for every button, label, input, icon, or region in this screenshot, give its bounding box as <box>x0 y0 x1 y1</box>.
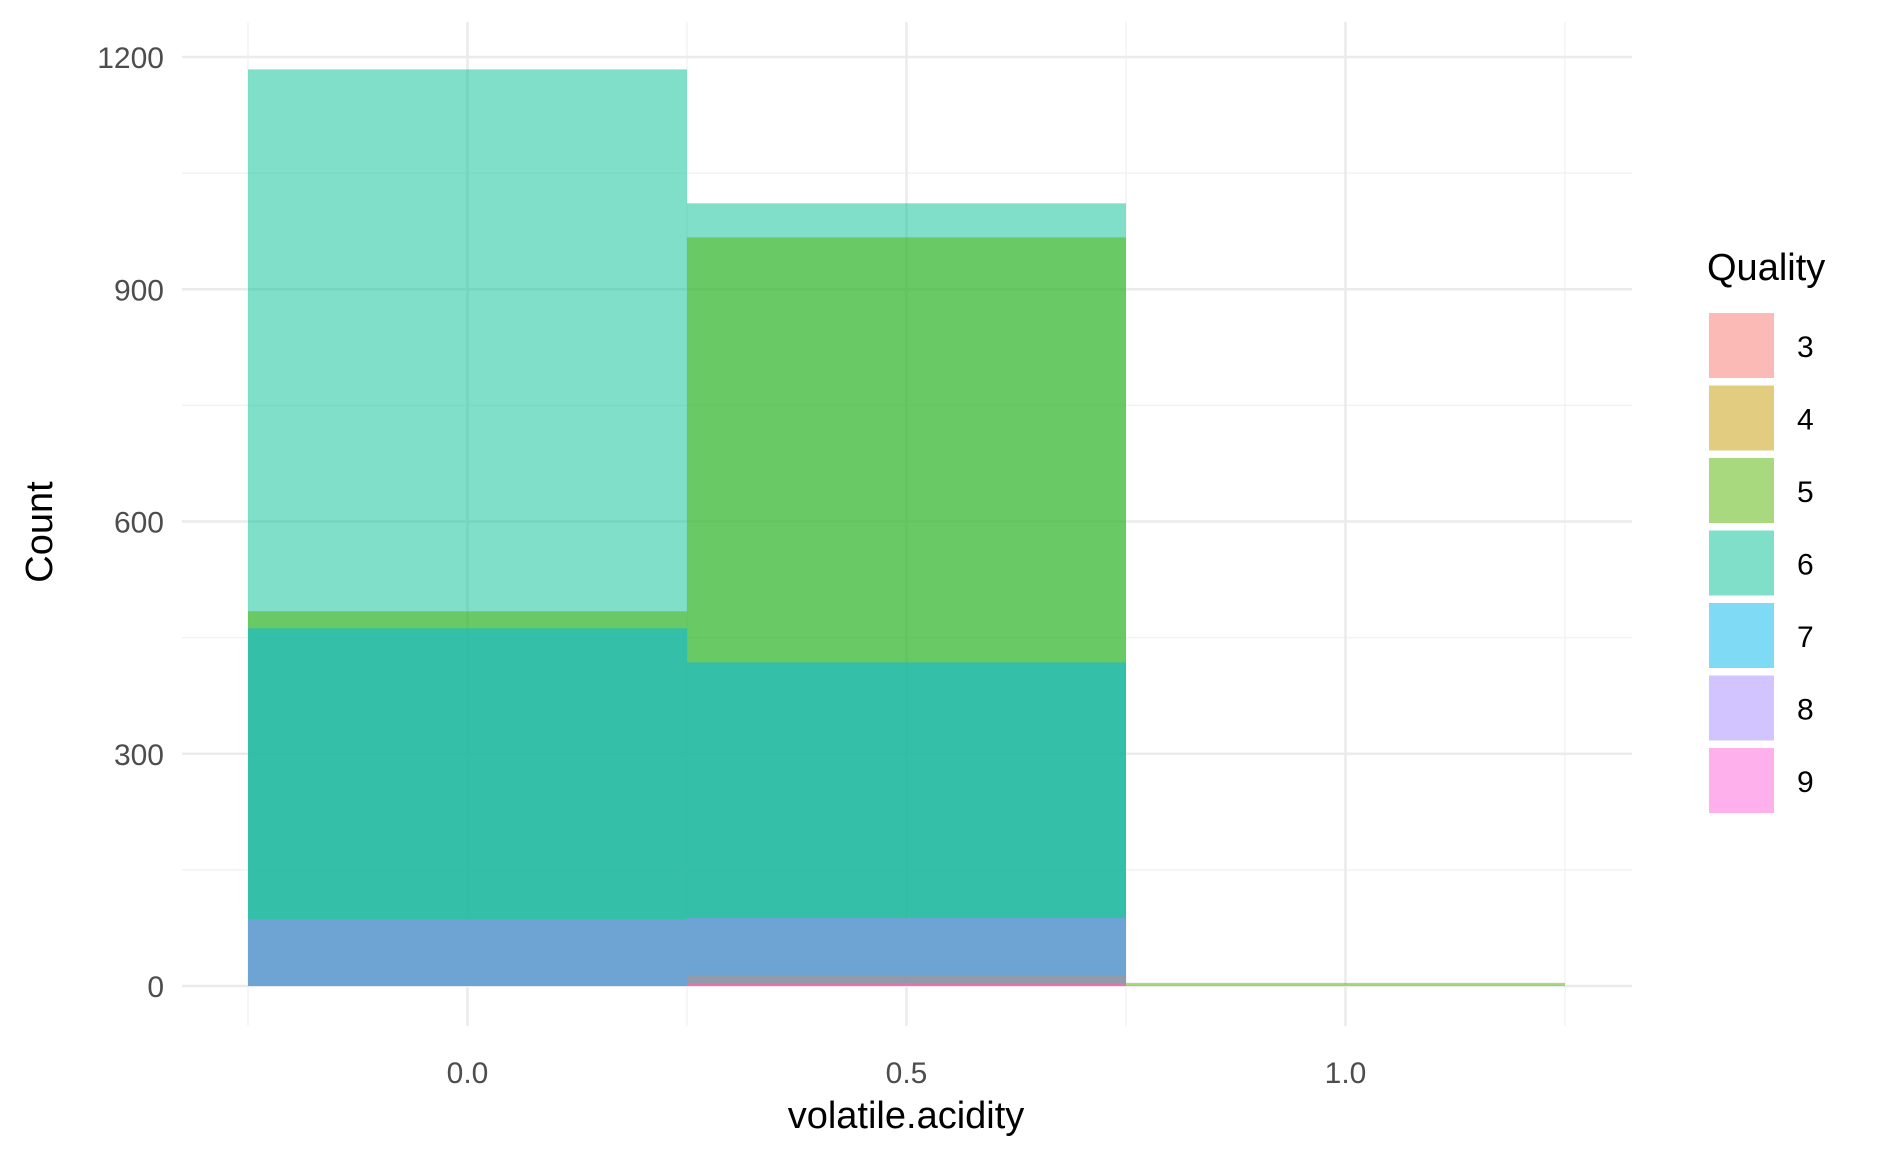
legend-swatch-9 <box>1709 748 1774 813</box>
x-axis-title: volatile.acidity <box>788 1095 1025 1137</box>
legend-items: 3 4 5 6 7 8 9 <box>1708 312 1814 814</box>
legend-label-9: 9 <box>1797 766 1814 799</box>
legend-label-7: 7 <box>1797 621 1814 654</box>
bar-quality-9-bin-0.5 <box>687 983 1126 986</box>
x-tick-label: 1.0 <box>1325 1057 1367 1090</box>
y-tick-label: 0 <box>147 971 164 1004</box>
legend-title: Quality <box>1707 247 1825 289</box>
y-axis-tick-labels: 0 300 600 900 1200 <box>97 42 164 1004</box>
legend-label-5: 5 <box>1797 476 1814 509</box>
legend-label-3: 3 <box>1797 331 1814 364</box>
histogram-bars <box>248 69 1565 987</box>
legend-label-4: 4 <box>1797 404 1814 437</box>
y-tick-label: 300 <box>114 739 164 772</box>
y-tick-label: 900 <box>114 274 164 307</box>
legend-label-6: 6 <box>1797 549 1814 582</box>
bar-quality-8-bin-0.5 <box>687 917 1126 986</box>
legend-swatch-4 <box>1709 385 1774 451</box>
legend-swatch-7 <box>1709 603 1774 668</box>
y-axis-title: Count <box>19 481 61 583</box>
y-tick-label: 1200 <box>97 42 164 75</box>
x-tick-label: 0.5 <box>886 1057 928 1090</box>
x-axis-tick-labels: 0.0 0.5 1.0 <box>447 1057 1367 1090</box>
bar-quality-5-bin-1.0 <box>1126 982 1565 986</box>
legend-swatch-8 <box>1709 675 1774 741</box>
legend-swatch-3 <box>1709 313 1774 378</box>
y-tick-label: 600 <box>114 507 164 540</box>
legend-swatch-6 <box>1709 530 1774 596</box>
legend-label-8: 8 <box>1797 694 1814 727</box>
x-tick-label: 0.0 <box>447 1057 489 1090</box>
bar-quality-8-bin-0.0 <box>248 919 687 986</box>
legend: Quality 3 4 5 6 7 8 9 <box>1707 247 1825 814</box>
legend-swatch-5 <box>1709 458 1774 523</box>
